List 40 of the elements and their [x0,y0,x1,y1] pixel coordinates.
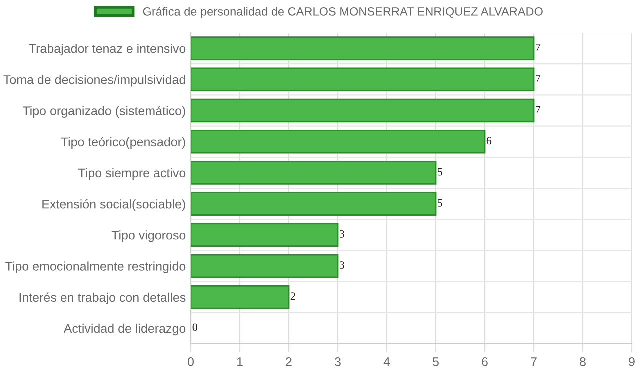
data-label: 0 [192,324,198,332]
data-label: 2 [290,292,296,300]
data-label: 3 [340,230,345,238]
bar [191,161,437,185]
data-label: 5 [438,168,443,176]
y-tick-label: Tipo teórico(pensador) [61,137,186,150]
data-label: 7 [536,75,541,82]
y-tick-label: Tipo emocionalmente restringido [6,262,186,274]
bar [191,68,535,92]
x-tick-label: 1 [237,358,243,366]
x-tick-label: 4 [384,358,390,366]
y-tick-label: Tipo organizado (sistemático) [22,106,186,118]
y-tick-label: Tipo siempre activo [78,168,186,180]
y-tick-label: Tipo vigoroso [112,230,186,242]
bar [191,254,339,278]
bar [191,36,535,60]
x-tick-label: 6 [482,358,488,366]
x-tick-label: 8 [580,358,586,366]
bar [191,285,290,310]
y-tick-label: Extensión social(sociable) [42,199,186,212]
data-label: 7 [536,106,541,114]
x-tick-label: 7 [531,358,537,366]
x-tick-label: 0 [188,358,194,366]
y-tick-label: Interés en trabajo con detalles [20,292,186,305]
legend-label: Gráfica de personalidad de CARLOS MONSERRAT ENRIQUEZ ALVARADO [143,7,543,18]
bar [191,98,535,123]
data-label: 3 [340,262,345,270]
x-tick-label: 9 [629,358,635,366]
bar [191,192,437,216]
x-tick-label: 2 [286,358,292,366]
data-label: 6 [486,137,492,145]
data-label: 7 [536,44,541,52]
y-tick-label: Actividad de liderazgo [64,324,186,336]
bar [191,130,486,154]
y-tick-label: Trabajador tenaz e intensivo [29,44,186,56]
x-tick-label: 3 [335,358,341,366]
y-tick-label: Toma de decisiones/impulsividad [4,75,186,87]
bar [191,223,339,248]
x-tick-label: 5 [433,358,439,366]
data-label: 5 [438,199,443,207]
